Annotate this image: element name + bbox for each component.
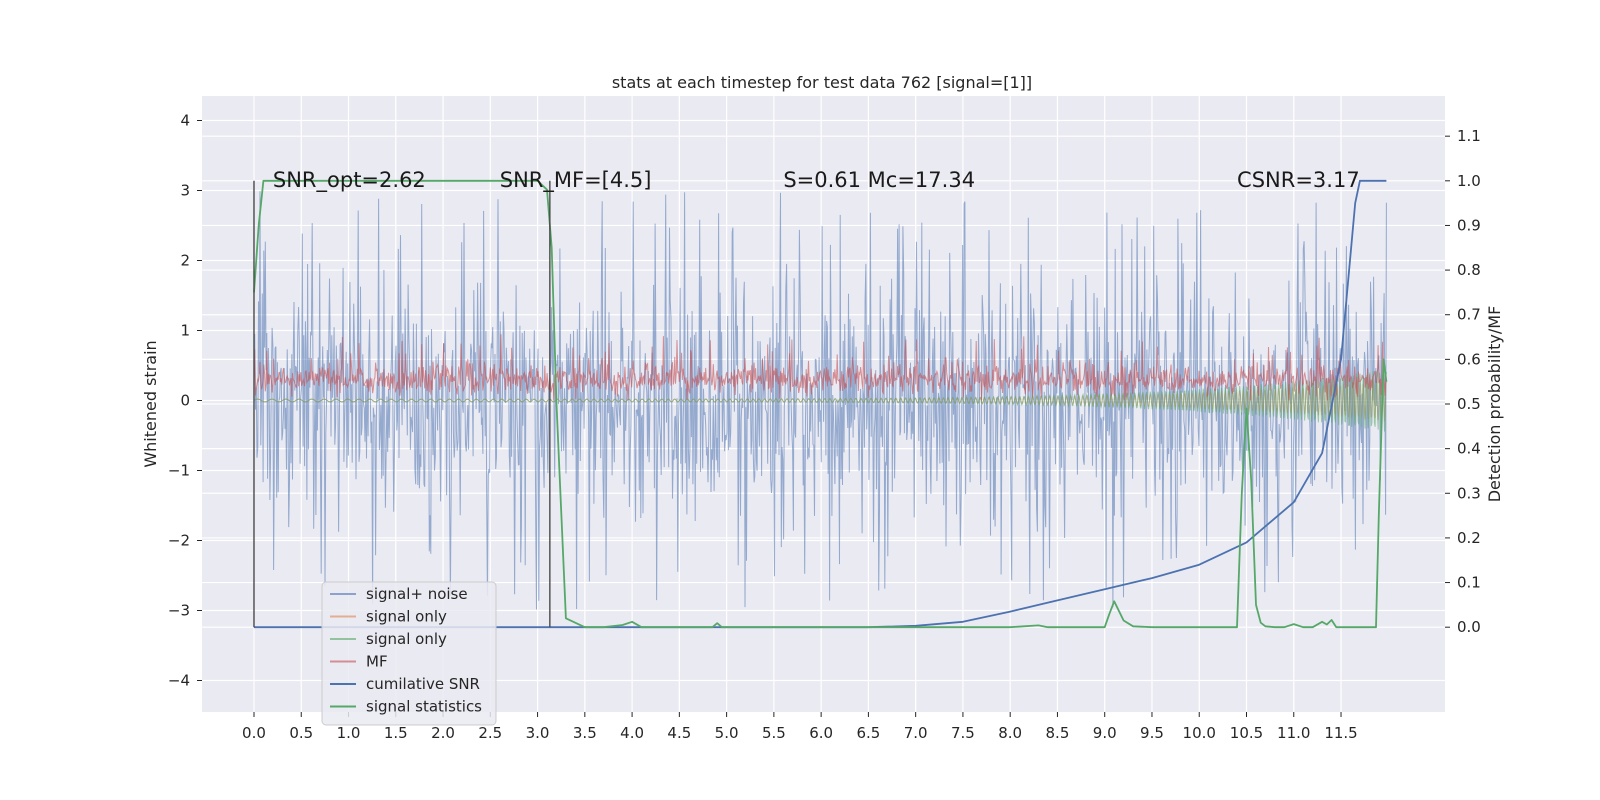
series-2-line [253,371,1387,432]
y-left-tick-label-0: −4 [168,672,190,690]
right-y-tick-labels: 0.0 0.1 0.2 0.3 0.4 0.5 0.6 0.7 0.8 0.9 1.0 1.1 [1445,127,1481,636]
y-left-tick-label-4: 0 [180,392,190,410]
x-tick-label-1: 0.5 [289,724,313,742]
legend-label-2: signal only [366,630,447,648]
x-tick-label-7: 3.5 [573,724,597,742]
y-right-tick-label-8: 0.8 [1457,261,1481,279]
chart-title: stats at each timestep for test data 762… [612,73,1032,92]
x-tick-label-4: 2.0 [431,724,455,742]
x-tick-label-5: 2.5 [478,724,502,742]
legend-label-1: signal only [366,608,447,626]
annotation-csnr: CSNR=3.17 [1237,168,1360,192]
y-right-tick-label-11: 1.1 [1457,127,1481,145]
x-tick-label-9: 4.5 [667,724,691,742]
annotation-snr-opt: SNR_opt=2.62 [273,168,426,193]
x-tick-label-20: 10.0 [1183,724,1216,742]
y-left-tick-label-8: 4 [180,112,190,130]
y-right-tick-label-9: 0.9 [1457,216,1481,234]
x-tick-label-11: 5.5 [762,724,786,742]
y-axis-label-left: Whitened strain [141,340,160,467]
legend-label-0: signal+ noise [366,585,468,603]
y-axis-label-right: Detection probability/MF [1485,306,1504,503]
legend-box [321,581,497,726]
series-3-line [253,334,1387,401]
x-tick-label-8: 4.0 [620,724,644,742]
y-left-tick-label-3: −1 [168,462,190,480]
y-left-tick-label-2: −2 [168,532,190,550]
left-y-tick-labels: −4 −3 −2 −1 0 1 2 3 4 [168,112,202,690]
annotations: SNR_opt=2.62 SNR_MF=[4.5] S=0.61 Mc=17.34 C… [273,168,1360,193]
x-tick-label-3: 1.5 [384,724,408,742]
x-tick-label-23: 11.5 [1324,724,1357,742]
x-tick-label-6: 3.0 [526,724,550,742]
legend-label-4: cumilative SNR [366,675,480,693]
x-tick-label-17: 8.5 [1046,724,1070,742]
y-left-tick-label-7: 3 [180,182,190,200]
y-right-tick-label-4: 0.4 [1457,440,1481,458]
y-right-tick-label-0: 0.0 [1457,618,1481,636]
y-right-tick-label-2: 0.2 [1457,529,1481,547]
y-right-tick-label-7: 0.7 [1457,306,1481,324]
y-right-tick-label-5: 0.5 [1457,395,1481,413]
x-tick-label-22: 11.0 [1277,724,1310,742]
series-4-line [254,179,1387,629]
y-right-tick-label-1: 0.1 [1457,574,1481,592]
x-tick-label-21: 10.5 [1230,724,1263,742]
x-tick-label-13: 6.5 [856,724,880,742]
legend-label-3: MF [366,653,388,671]
vertical-markers [253,180,551,628]
y-left-tick-label-1: −3 [168,602,190,620]
x-tick-label-0: 0.0 [242,724,266,742]
annotation-snr-mf: SNR_MF=[4.5] [500,168,652,193]
y-right-tick-label-10: 1.0 [1457,172,1481,190]
x-tick-label-10: 5.0 [715,724,739,742]
x-tick-label-12: 6.0 [809,724,833,742]
x-tick-label-16: 8.0 [998,724,1022,742]
x-tick-label-2: 1.0 [337,724,361,742]
x-tick-label-15: 7.5 [951,724,975,742]
legend-label-5: signal statistics [366,698,482,716]
y-right-tick-label-3: 0.3 [1457,484,1481,502]
series-0-line [253,191,1387,610]
x-tick-label-14: 7.0 [904,724,928,742]
y-right-tick-label-6: 0.6 [1457,350,1481,368]
y-left-tick-label-5: 1 [180,322,190,340]
x-tick-labels: 0.0 0.5 1.0 1.5 2.0 2.5 3.0 3.5 4.0 4.5 5.0 5.5 6.0 6… [242,712,1358,742]
legend: signal+ noise signal only signal only MF cum… [321,581,497,726]
x-tick-label-19: 9.5 [1140,724,1164,742]
x-tick-label-18: 9.0 [1093,724,1117,742]
annotation-s-mc: S=0.61 Mc=17.34 [783,168,975,192]
y-left-tick-label-6: 2 [180,252,190,270]
series-layer [253,179,1388,629]
